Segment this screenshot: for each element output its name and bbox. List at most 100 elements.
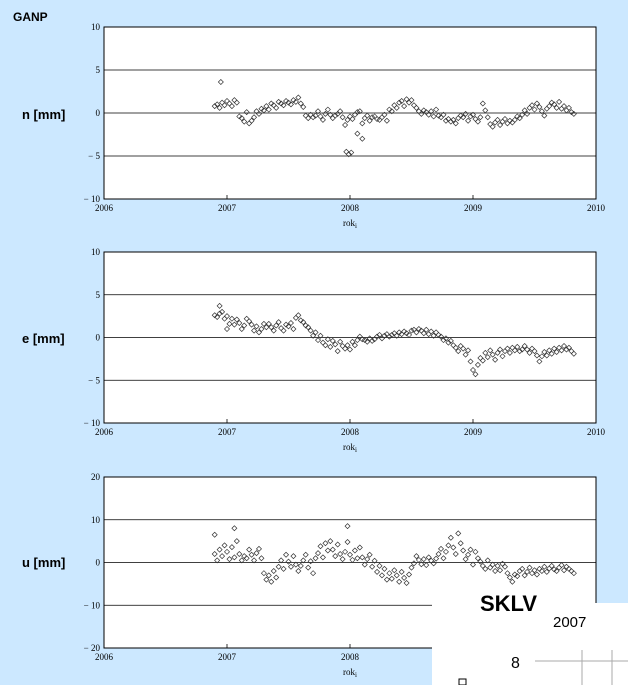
n-data-point — [233, 99, 240, 106]
e-data-point — [233, 316, 240, 323]
e-data-point — [329, 337, 336, 344]
u-data-point — [494, 562, 501, 569]
u-data-point — [334, 541, 341, 548]
u-data-point — [415, 556, 422, 563]
u-data-point — [322, 540, 329, 547]
e-data-point — [403, 330, 410, 337]
u-data-point — [430, 560, 437, 567]
u-data-point — [526, 564, 533, 571]
n-data-point — [447, 118, 454, 125]
u-plot-frame — [103, 476, 597, 649]
n-data-point — [255, 110, 262, 117]
n-data-point — [345, 151, 352, 158]
u-data-point — [344, 538, 351, 545]
e-x-tick-label: 2009 — [464, 427, 483, 437]
u-data-point — [268, 578, 275, 585]
n-data-point — [511, 116, 518, 123]
u-data-point — [410, 560, 417, 567]
e-data-point — [297, 317, 304, 324]
u-data-point — [524, 568, 531, 575]
e-data-point — [435, 331, 442, 338]
e-x-tick-label: 2006 — [95, 427, 114, 437]
e-data-point — [302, 322, 309, 329]
u-y-tick-label: 20 — [91, 472, 101, 482]
n-y-tick-label: 10 — [91, 22, 101, 32]
u-data-point — [295, 568, 302, 575]
n-data-point — [428, 108, 435, 115]
n-data-point — [388, 108, 395, 115]
station-label: GANP — [13, 10, 48, 24]
u-data-point — [302, 551, 309, 558]
n-data-point — [327, 111, 334, 118]
e-data-point — [506, 349, 513, 356]
n-data-point — [482, 107, 489, 114]
n-data-point — [396, 99, 403, 106]
e-data-point — [381, 332, 388, 339]
e-data-point — [344, 342, 351, 349]
e-data-point — [251, 327, 258, 334]
e-data-point — [246, 318, 253, 325]
n-data-point — [211, 103, 218, 110]
u-data-point — [283, 551, 290, 558]
u-data-point — [265, 572, 272, 579]
e-data-point — [524, 346, 531, 353]
u-data-point — [423, 562, 430, 569]
e-data-point — [361, 337, 368, 344]
n-data-point — [546, 103, 553, 110]
e-data-point — [396, 329, 403, 336]
n-data-point — [501, 116, 508, 123]
e-y-tick-label: − 5 — [88, 375, 100, 385]
n-data-point — [356, 108, 363, 115]
u-data-point — [413, 553, 420, 560]
u-data-point — [270, 568, 277, 575]
e-data-point — [514, 343, 521, 350]
n-data-point — [312, 112, 319, 119]
n-data-point — [467, 113, 474, 120]
u-data-point — [548, 562, 555, 569]
n-data-point — [381, 111, 388, 118]
u-data-point — [231, 525, 238, 532]
n-data-point — [310, 114, 317, 121]
e-data-point — [342, 345, 349, 352]
e-data-point — [280, 327, 287, 334]
e-data-point — [354, 337, 361, 344]
u-data-point — [243, 555, 250, 562]
e-data-point — [472, 371, 479, 378]
e-data-point — [406, 331, 413, 338]
e-x-tick-label: 2010 — [587, 427, 606, 437]
u-data-point — [378, 572, 385, 579]
e-data-point — [423, 326, 430, 333]
u-data-point — [489, 561, 496, 568]
e-data-point — [324, 336, 331, 343]
n-data-point — [514, 113, 521, 120]
n-data-point — [217, 79, 224, 86]
u-data-point — [214, 557, 221, 564]
u-data-point — [332, 553, 339, 560]
n-data-point — [529, 102, 536, 109]
u-data-point — [319, 554, 326, 561]
e-data-point — [315, 337, 322, 344]
n-data-point — [354, 130, 361, 137]
e-plot-frame — [103, 251, 597, 424]
e-data-point — [563, 346, 570, 353]
e-data-point — [474, 361, 481, 368]
e-data-point — [455, 348, 462, 355]
u-data-point — [364, 556, 371, 563]
n-data-point — [465, 117, 472, 124]
u-data-point — [465, 551, 472, 558]
e-data-point — [273, 322, 280, 329]
e-data-point — [482, 349, 489, 356]
u-data-point — [398, 568, 405, 575]
u-data-point — [445, 542, 452, 549]
n-y-tick-label: 5 — [96, 65, 101, 75]
n-data-point — [425, 111, 432, 118]
e-data-point — [489, 351, 496, 358]
n-data-point — [369, 114, 376, 121]
u-data-point — [376, 562, 383, 569]
u-data-point — [280, 565, 287, 572]
u-data-point — [553, 568, 560, 575]
n-data-point — [462, 110, 469, 117]
u-data-point — [278, 557, 285, 564]
u-data-point — [474, 555, 481, 562]
e-data-point — [521, 343, 528, 350]
